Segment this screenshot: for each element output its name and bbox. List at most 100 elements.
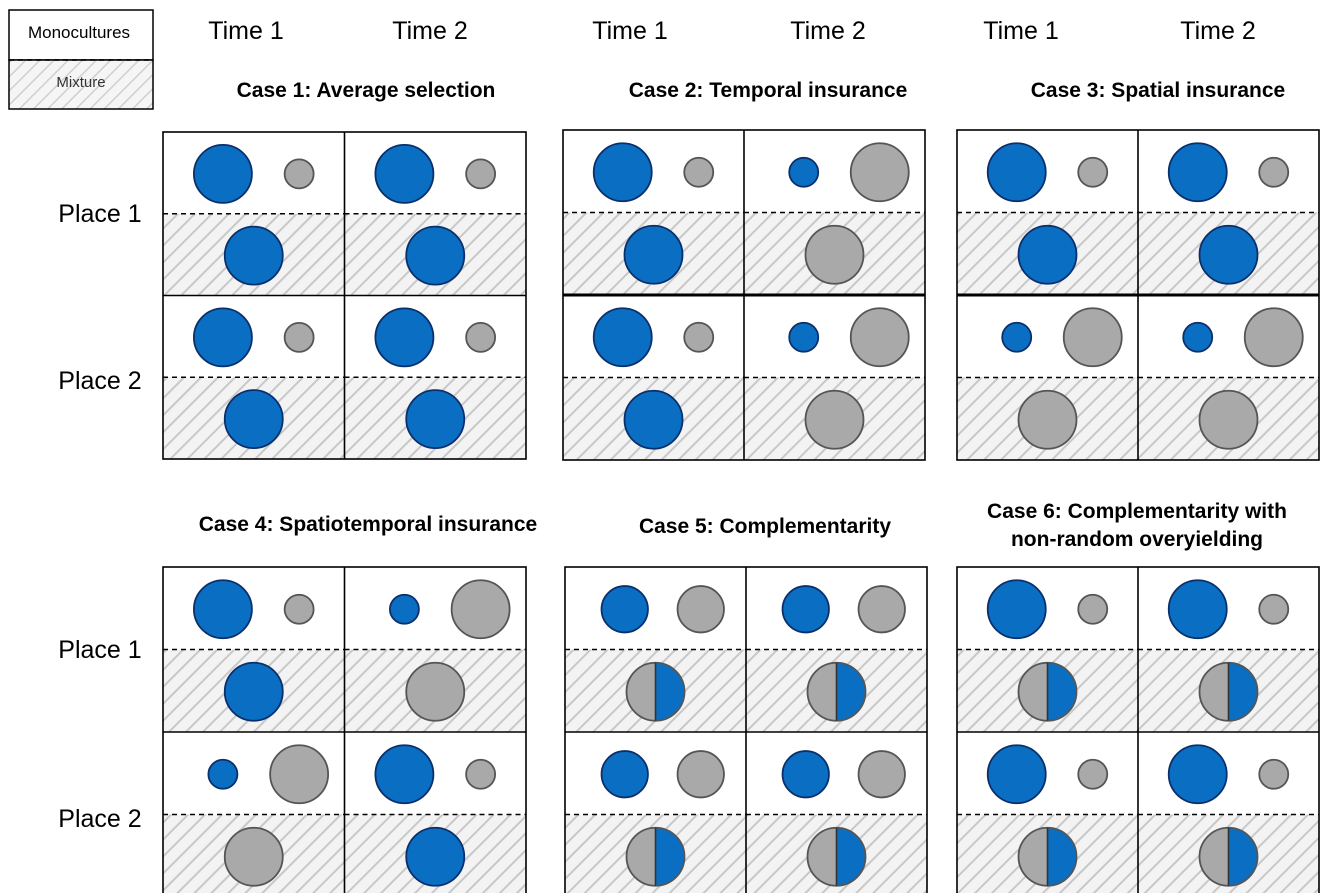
time-header: Time 2 bbox=[1180, 17, 1255, 45]
monoculture-species-a bbox=[192, 307, 253, 368]
mixture-species-a bbox=[1017, 224, 1078, 285]
monoculture-species-b bbox=[450, 579, 511, 640]
monoculture-species-b bbox=[1258, 758, 1290, 790]
case-title: Case 2: Temporal insurance bbox=[629, 79, 908, 102]
panel-cell bbox=[163, 744, 345, 893]
mixture-split-circle bbox=[806, 661, 867, 722]
mixture-half-species-b bbox=[1018, 827, 1048, 886]
mixture-half-species-b bbox=[1199, 662, 1229, 721]
mixture-species-a bbox=[623, 389, 684, 450]
mixture-half-species-b bbox=[626, 662, 656, 721]
case-title: Case 6: Complementarity with bbox=[987, 500, 1287, 523]
mixture-split-circle bbox=[1198, 826, 1259, 887]
mixture-split-circle bbox=[625, 826, 686, 887]
time-header: Time 1 bbox=[983, 17, 1058, 45]
time-headers: Time 1 Time 2 Time 1 Time 2 Time 1 Time … bbox=[208, 17, 1255, 45]
panel-cell bbox=[1138, 744, 1319, 893]
monoculture-species-b bbox=[283, 593, 315, 625]
panel-cell bbox=[744, 142, 925, 295]
legend: Monocultures Mixture bbox=[8, 9, 154, 110]
monoculture-species-b bbox=[683, 321, 715, 353]
mixture-species-b bbox=[223, 826, 284, 887]
mixture-split-circle bbox=[1198, 661, 1259, 722]
mixture-half-species-a bbox=[655, 827, 685, 886]
panel-cell bbox=[957, 579, 1138, 732]
case-title: Case 3: Spatial insurance bbox=[1031, 79, 1285, 102]
panel-cell bbox=[163, 143, 345, 296]
case-title: Case 4: Spatiotemporal insurance bbox=[199, 513, 537, 536]
monoculture-species-b bbox=[1077, 593, 1109, 625]
monoculture-species-a bbox=[374, 143, 435, 204]
time-header: Time 1 bbox=[592, 17, 667, 45]
panel-cell bbox=[344, 579, 526, 732]
mixture-species-a bbox=[405, 389, 466, 450]
monoculture-species-b bbox=[849, 142, 910, 203]
monoculture-species-b bbox=[676, 585, 725, 634]
monoculture-species-a bbox=[192, 143, 253, 204]
monoculture-species-b bbox=[1258, 156, 1290, 188]
monoculture-species-a bbox=[986, 579, 1047, 640]
monoculture-species-b bbox=[1243, 307, 1304, 368]
panel-cell bbox=[1138, 579, 1319, 732]
monoculture-species-a bbox=[600, 750, 649, 799]
case-panel: Case 2: Temporal insurance bbox=[562, 79, 926, 461]
mixture-species-b bbox=[804, 224, 865, 285]
panel-cell bbox=[957, 307, 1138, 460]
case-panels: Case 1: Average selection Case 2: Tempora… bbox=[162, 79, 1320, 893]
monoculture-species-a bbox=[788, 156, 820, 188]
monoculture-species-b bbox=[283, 321, 315, 353]
legend-monocultures-label: Monocultures bbox=[28, 23, 130, 42]
panel-cell bbox=[344, 744, 526, 893]
monoculture-species-b bbox=[1258, 593, 1290, 625]
case-title: Case 5: Complementarity bbox=[639, 515, 891, 538]
monoculture-species-a bbox=[1167, 579, 1228, 640]
monoculture-species-a bbox=[788, 321, 820, 353]
monoculture-species-b bbox=[857, 750, 906, 799]
panel-cell bbox=[163, 307, 345, 459]
mixture-half-species-a bbox=[1047, 662, 1077, 721]
case-panel: Case 1: Average selection bbox=[162, 79, 527, 460]
case-panel: Case 6: Complementarity with non-random o… bbox=[956, 500, 1320, 893]
panel-cell bbox=[344, 143, 526, 296]
monoculture-species-a bbox=[592, 142, 653, 203]
monoculture-species-b bbox=[676, 750, 725, 799]
mixture-half-species-b bbox=[807, 662, 837, 721]
time-header: Time 2 bbox=[790, 17, 865, 45]
monoculture-species-b bbox=[683, 156, 715, 188]
panel-cell bbox=[344, 307, 526, 459]
place-label: Place 1 bbox=[58, 200, 141, 228]
monoculture-species-a bbox=[781, 750, 830, 799]
monoculture-species-a bbox=[1001, 321, 1033, 353]
panel-cell bbox=[1138, 142, 1319, 295]
time-header: Time 2 bbox=[392, 17, 467, 45]
mixture-half-species-a bbox=[1228, 662, 1258, 721]
place-label: Place 1 bbox=[58, 636, 141, 664]
monoculture-species-a bbox=[207, 758, 239, 790]
case-panel: Case 5: Complementarity bbox=[564, 515, 928, 893]
mixture-species-b bbox=[804, 389, 865, 450]
legend-mixture-box bbox=[8, 59, 154, 110]
monoculture-species-a bbox=[1182, 321, 1214, 353]
monoculture-species-a bbox=[986, 744, 1047, 805]
monoculture-species-a bbox=[781, 585, 830, 634]
monoculture-species-a bbox=[374, 744, 435, 805]
time-header: Time 1 bbox=[208, 17, 283, 45]
panel-cell bbox=[957, 142, 1138, 295]
monoculture-species-a bbox=[592, 307, 653, 368]
place-label: Place 2 bbox=[58, 805, 141, 833]
monoculture-species-b bbox=[269, 744, 330, 805]
monoculture-species-a bbox=[388, 593, 420, 625]
monoculture-species-a bbox=[1167, 744, 1228, 805]
mixture-species-b bbox=[405, 661, 466, 722]
monoculture-species-b bbox=[1062, 307, 1123, 368]
mixture-half-species-a bbox=[1047, 827, 1077, 886]
panel-cell bbox=[957, 744, 1138, 893]
monoculture-species-a bbox=[192, 579, 253, 640]
panel-cell bbox=[163, 579, 345, 732]
mixture-species-a bbox=[223, 225, 284, 286]
place-label: Place 2 bbox=[58, 367, 141, 395]
mixture-split-circle bbox=[806, 826, 867, 887]
panel-cell bbox=[1138, 307, 1319, 460]
monoculture-species-b bbox=[283, 158, 315, 190]
mixture-species-a bbox=[405, 826, 466, 887]
